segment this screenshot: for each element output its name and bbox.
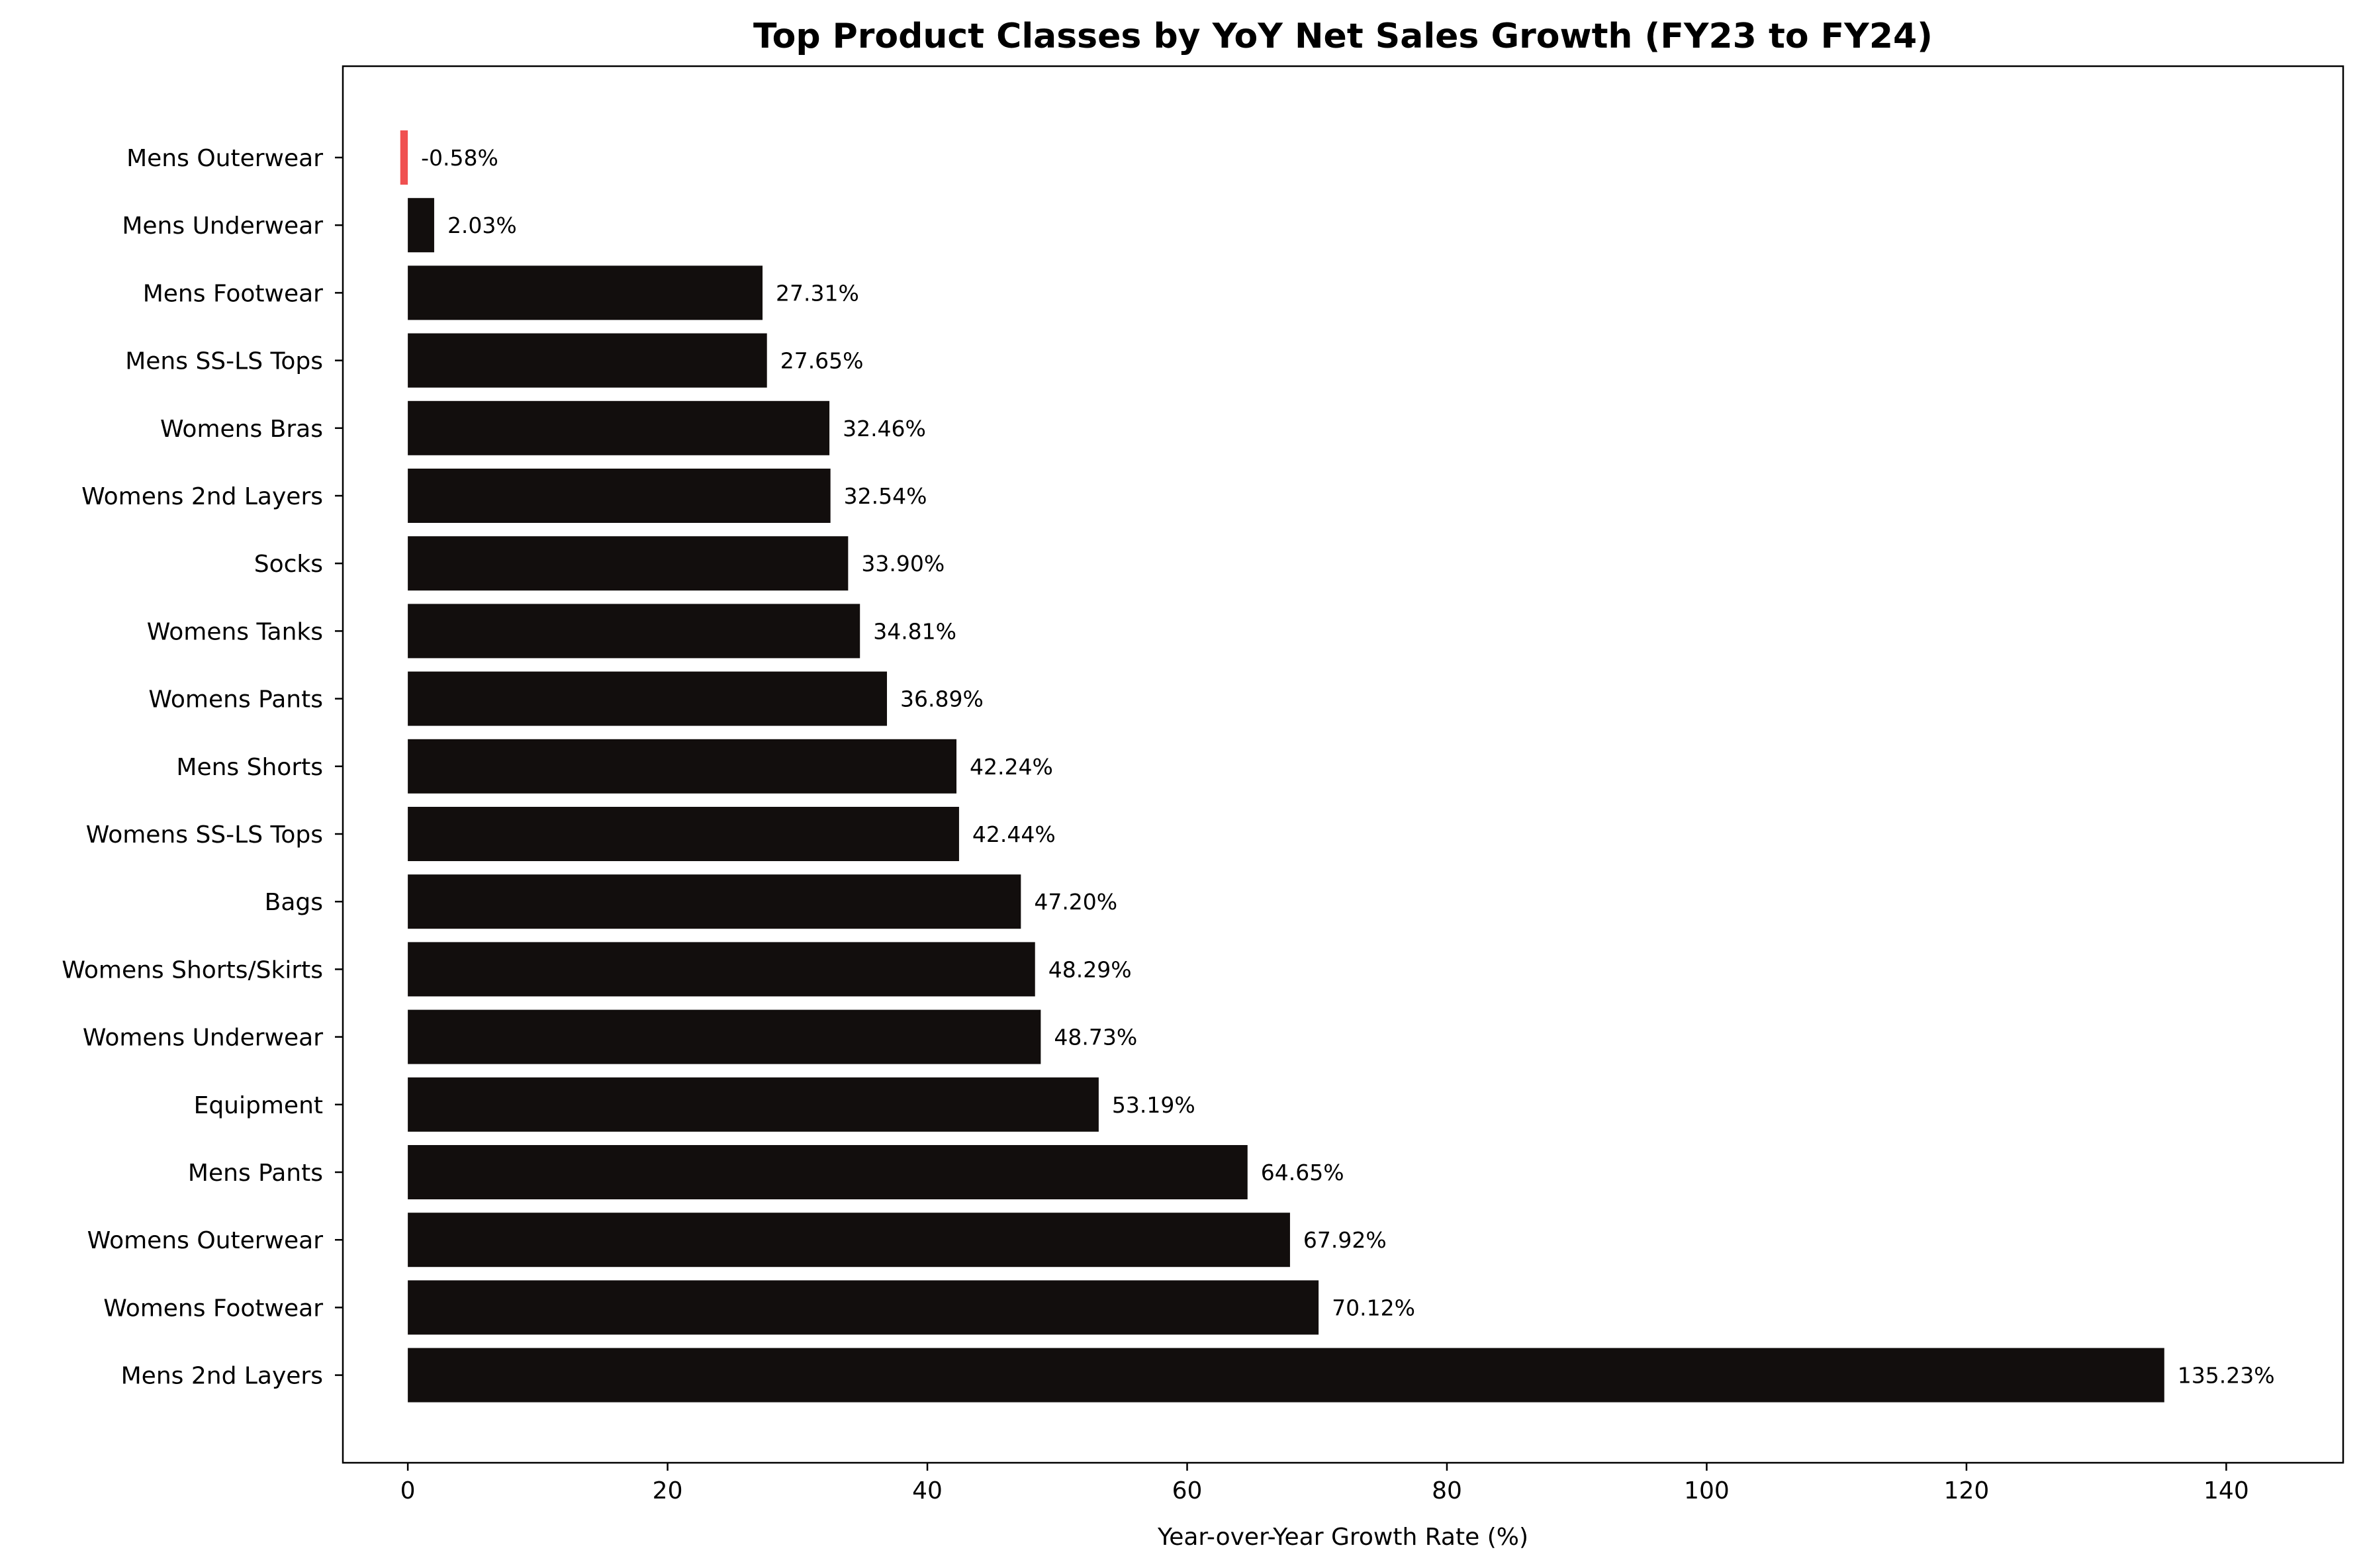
data-label: 36.89% xyxy=(900,686,984,712)
data-label: 34.81% xyxy=(873,618,956,644)
data-label: 135.23% xyxy=(2178,1363,2275,1389)
x-tick-label: 40 xyxy=(912,1477,943,1504)
data-label: 64.65% xyxy=(1261,1160,1344,1185)
y-tick-label: Mens SS-LS Tops xyxy=(125,348,323,375)
y-tick-label: Mens Shorts xyxy=(176,754,323,781)
bar xyxy=(408,265,763,320)
x-tick-label: 0 xyxy=(400,1477,416,1504)
bar xyxy=(408,469,831,523)
x-axis-label: Year-over-Year Growth Rate (%) xyxy=(1157,1524,1528,1551)
x-tick-label: 20 xyxy=(653,1477,683,1504)
data-label: 32.46% xyxy=(843,416,926,441)
y-tick-label: Bags xyxy=(265,889,323,916)
bar xyxy=(408,807,959,861)
data-labels-group: -0.58% 2.03% 27.31% 27.65% 32.46% 32.54% 33.90… xyxy=(421,145,2274,1389)
chart-title: Top Product Classes by YoY Net Sales Gro… xyxy=(753,17,1933,56)
y-tick-label: Mens 2nd Layers xyxy=(121,1363,323,1390)
x-tick-label: 60 xyxy=(1172,1477,1203,1504)
bars-group xyxy=(400,130,2164,1403)
data-label: 33.90% xyxy=(861,551,945,576)
data-label: 48.29% xyxy=(1048,956,1132,982)
data-label: -0.58% xyxy=(421,145,498,171)
y-tick-label: Mens Underwear xyxy=(122,212,323,240)
y-axis-ticks: Mens Outerwear Mens Underwear Mens Footwea… xyxy=(62,145,343,1390)
y-tick-label: Womens Pants xyxy=(148,686,323,714)
data-label: 67.92% xyxy=(1303,1227,1387,1253)
x-tick-label: 100 xyxy=(1684,1477,1730,1504)
y-tick-label: Womens 2nd Layers xyxy=(81,483,323,510)
data-label: 27.65% xyxy=(780,348,864,374)
x-tick-label: 140 xyxy=(2203,1477,2249,1504)
x-axis-ticks: 0 20 40 60 80 100 120 140 xyxy=(400,1463,2249,1504)
y-tick-label: Mens Outerwear xyxy=(126,145,323,172)
y-tick-label: Mens Footwear xyxy=(143,280,323,307)
data-label: 32.54% xyxy=(844,483,927,509)
bar xyxy=(408,739,957,794)
bar xyxy=(408,1077,1099,1132)
bar xyxy=(408,1280,1319,1335)
y-tick-label: Womens Underwear xyxy=(83,1025,323,1052)
bar xyxy=(408,874,1021,929)
y-tick-label: Equipment xyxy=(194,1092,323,1119)
y-tick-label: Womens Shorts/Skirts xyxy=(62,956,323,984)
bar xyxy=(408,400,830,455)
data-label: 53.19% xyxy=(1112,1092,1195,1118)
bar xyxy=(408,333,767,388)
y-tick-label: Womens SS-LS Tops xyxy=(86,821,323,849)
x-tick-label: 120 xyxy=(1944,1477,1990,1504)
x-tick-label: 80 xyxy=(1432,1477,1462,1504)
bar xyxy=(408,1348,2164,1403)
bar xyxy=(408,604,860,659)
data-label: 27.31% xyxy=(776,280,859,306)
y-tick-label: Womens Bras xyxy=(160,416,323,443)
bar xyxy=(408,1145,1248,1199)
data-label: 2.03% xyxy=(447,212,517,238)
bar xyxy=(408,1213,1290,1268)
y-tick-label: Mens Pants xyxy=(188,1160,323,1187)
data-label: 48.73% xyxy=(1054,1025,1137,1050)
bar xyxy=(408,1009,1041,1064)
y-tick-label: Womens Outerwear xyxy=(87,1227,324,1254)
plot-area-frame xyxy=(342,65,2344,1464)
y-tick-label: Womens Footwear xyxy=(103,1295,323,1322)
data-label: 70.12% xyxy=(1332,1295,1415,1320)
data-label: 42.44% xyxy=(972,821,1056,847)
y-tick-label: Socks xyxy=(254,551,323,578)
bar xyxy=(408,536,849,591)
bar xyxy=(408,942,1035,997)
y-tick-label: Womens Tanks xyxy=(147,618,323,645)
bar xyxy=(408,198,434,253)
data-label: 47.20% xyxy=(1034,889,1117,915)
bar xyxy=(400,130,408,185)
bar xyxy=(408,671,888,726)
data-label: 42.24% xyxy=(970,754,1053,780)
